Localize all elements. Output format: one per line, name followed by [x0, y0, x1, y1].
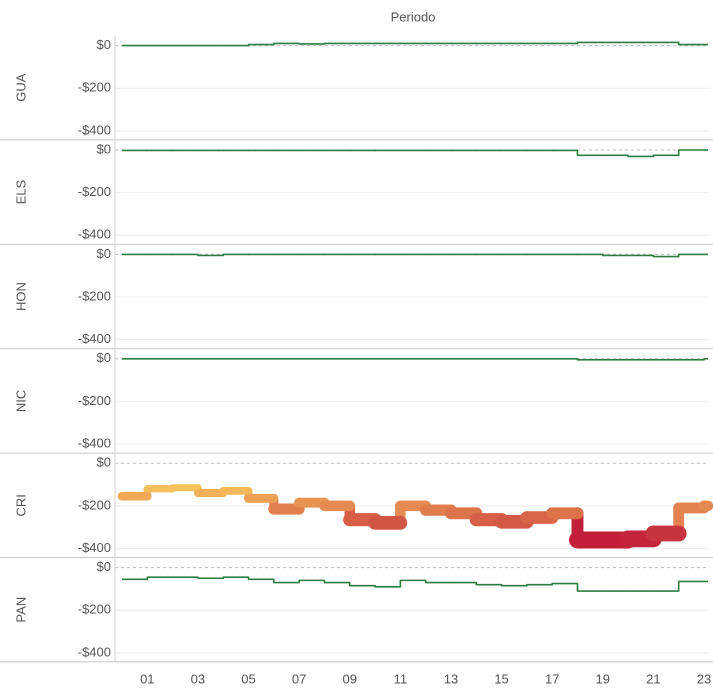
- y-tick-label: -$200: [78, 184, 111, 199]
- x-tick-label: 17: [545, 671, 559, 686]
- row-label: GUA: [13, 73, 28, 102]
- x-tick-label: 21: [646, 671, 660, 686]
- x-tick-label: 01: [140, 671, 154, 686]
- y-tick-label: $0: [97, 455, 111, 470]
- y-tick-label: -$400: [78, 644, 111, 659]
- row-label: HON: [13, 282, 28, 311]
- y-tick-label: $0: [97, 246, 111, 261]
- row-label: NIC: [13, 390, 28, 412]
- y-tick-label: -$400: [78, 331, 111, 346]
- y-tick-label: $0: [97, 37, 111, 52]
- y-tick-label: -$200: [78, 393, 111, 408]
- y-tick-label: -$200: [78, 497, 111, 512]
- x-tick-label: 15: [494, 671, 508, 686]
- row-label: PAN: [13, 597, 28, 623]
- row-label: ELS: [13, 179, 28, 204]
- x-tick-label: 11: [394, 671, 408, 686]
- y-tick-label: -$200: [78, 602, 111, 617]
- x-tick-label: 19: [596, 671, 610, 686]
- y-tick-label: -$400: [78, 227, 111, 242]
- y-tick-label: -$400: [78, 436, 111, 451]
- chart-title: Periodo: [391, 9, 436, 24]
- x-tick-label: 05: [241, 671, 255, 686]
- x-tick-label: 03: [191, 671, 205, 686]
- y-tick-label: -$200: [78, 80, 111, 95]
- x-tick-label: 09: [343, 671, 357, 686]
- x-tick-label: 23: [697, 671, 711, 686]
- y-tick-label: -$200: [78, 288, 111, 303]
- y-tick-label: $0: [97, 559, 111, 574]
- y-tick-label: $0: [97, 350, 111, 365]
- y-tick-label: -$400: [78, 540, 111, 555]
- x-tick-label: 13: [444, 671, 458, 686]
- y-tick-label: $0: [97, 141, 111, 156]
- y-tick-label: -$400: [78, 122, 111, 137]
- x-tick-label: 07: [292, 671, 306, 686]
- row-label: CRI: [13, 494, 28, 516]
